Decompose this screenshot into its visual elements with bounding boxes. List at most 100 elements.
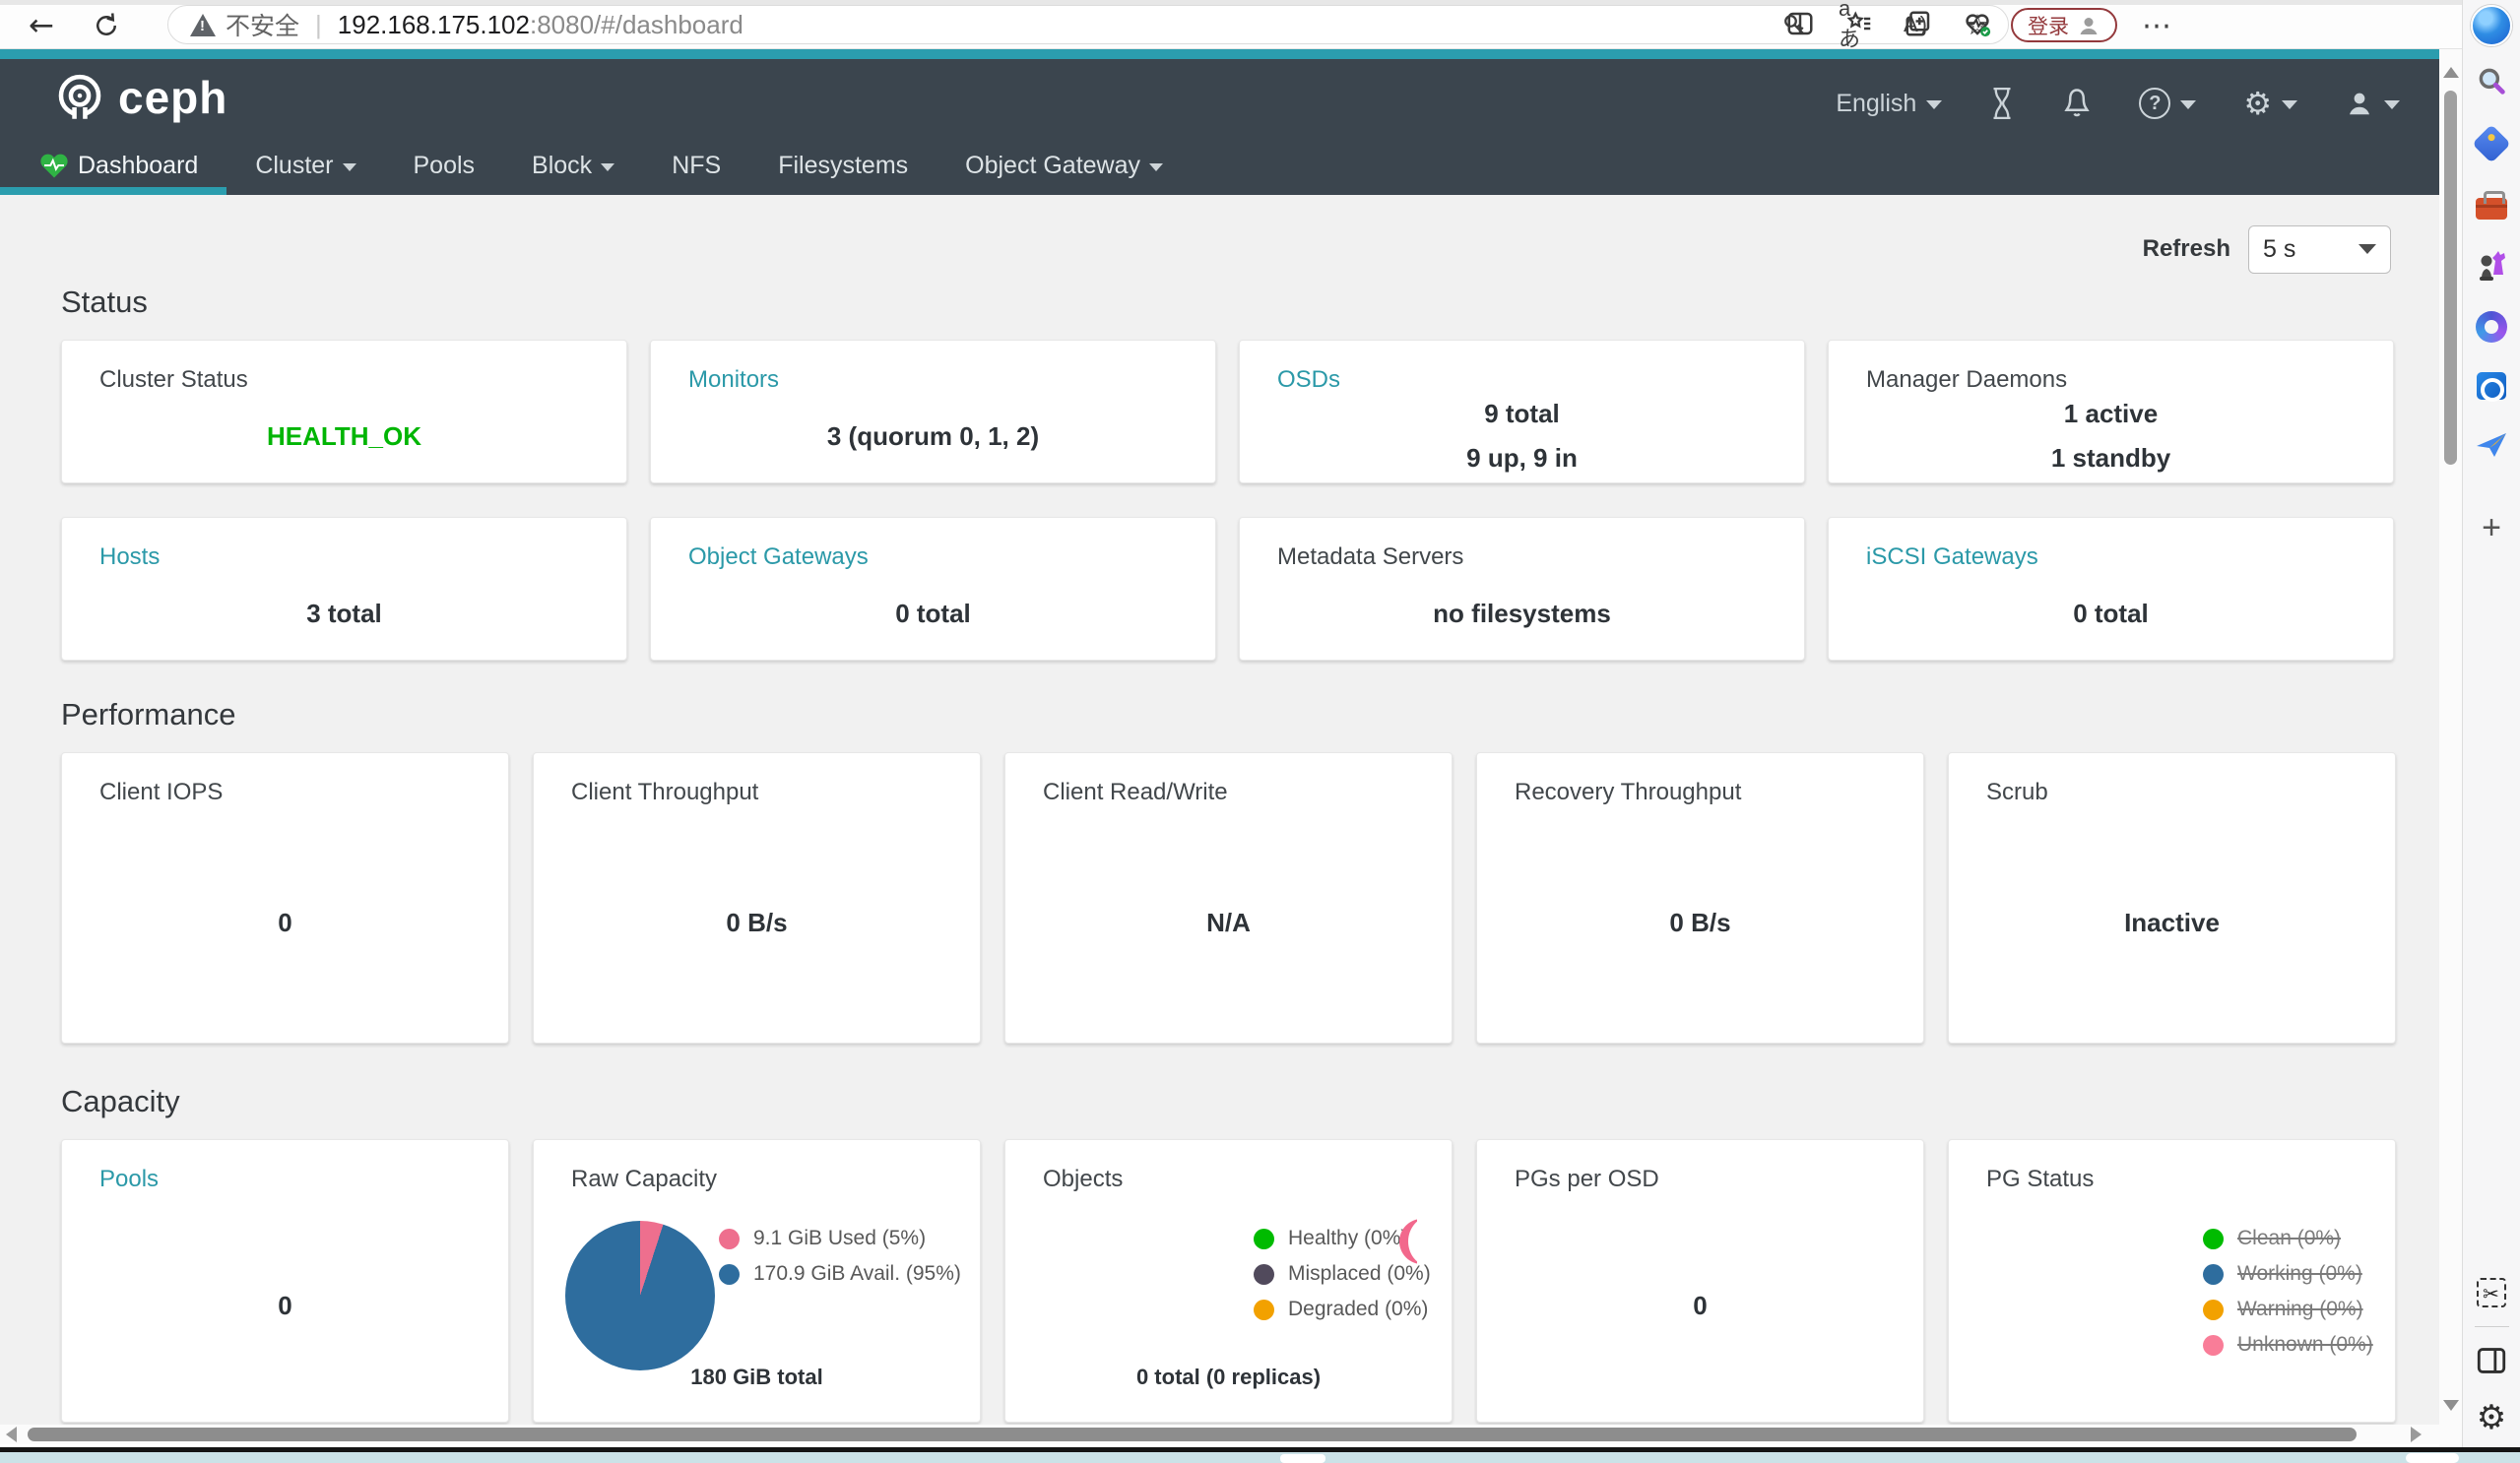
legend-dot-icon xyxy=(1254,1299,1274,1320)
raw-capacity-card: Raw Capacity 9.1 GiB Used (5%) 170.9 GiB… xyxy=(533,1139,981,1423)
tasks-hourglass-button[interactable] xyxy=(1989,87,2015,120)
outlook-icon[interactable] xyxy=(2472,366,2511,406)
toolbox-icon[interactable] xyxy=(2472,185,2511,224)
legend-item-clean[interactable]: Clean (0%) xyxy=(2203,1227,2373,1250)
legend-item-warning[interactable]: Warning (0%) xyxy=(2203,1298,2373,1321)
osds-card: OSDs 9 total 9 up, 9 in xyxy=(1239,340,1805,483)
back-button[interactable] xyxy=(22,7,61,44)
legend-item-used[interactable]: 9.1 GiB Used (5%) xyxy=(719,1227,961,1250)
hosts-link[interactable]: Hosts xyxy=(99,543,161,570)
legend-label: 170.9 GiB Avail. (95%) xyxy=(753,1262,961,1285)
nav-nfs[interactable]: NFS xyxy=(643,136,749,195)
url-path: :8080/#/dashboard xyxy=(529,9,743,39)
vertical-scrollbar[interactable] xyxy=(2439,49,2462,1447)
browser-essentials-icon[interactable] xyxy=(1961,7,1994,40)
nav-dashboard[interactable]: Dashboard xyxy=(0,136,227,195)
recovery-throughput-card: Recovery Throughput 0 B/s xyxy=(1476,752,1924,1044)
legend-dot-icon xyxy=(719,1263,740,1285)
nav-pools[interactable]: Pools xyxy=(385,136,504,195)
taskbar-item xyxy=(1280,1454,1325,1463)
nav-block[interactable]: Block xyxy=(503,136,643,195)
osds-link[interactable]: OSDs xyxy=(1277,366,1341,393)
mgr-active: 1 active xyxy=(2063,399,2159,428)
iscsi-gateways-link[interactable]: iSCSI Gateways xyxy=(1866,543,2038,570)
favorites-bar-icon[interactable] xyxy=(1842,7,1876,40)
object-gateways-value: 0 total xyxy=(895,598,971,628)
site-warning-icon[interactable] xyxy=(190,13,216,36)
copilot-icon[interactable] xyxy=(2471,5,2512,46)
nav-filesystems[interactable]: Filesystems xyxy=(749,136,937,195)
legend-item-degraded[interactable]: Degraded (0%) xyxy=(1254,1298,1431,1321)
legend-label: 9.1 GiB Used (5%) xyxy=(753,1227,927,1249)
more-options-button[interactable] xyxy=(2137,7,2176,44)
web-capture-icon[interactable] xyxy=(2472,1273,2511,1312)
card-title: Client IOPS xyxy=(99,779,224,805)
scroll-left-arrow-icon[interactable] xyxy=(6,1427,17,1442)
legend-item-avail[interactable]: 170.9 GiB Avail. (95%) xyxy=(719,1262,961,1286)
monitors-value: 3 (quorum 0, 1, 2) xyxy=(826,420,1040,451)
legend-label: Working (0%) xyxy=(2237,1262,2362,1285)
help-dropdown[interactable] xyxy=(2139,88,2197,119)
collections-icon[interactable] xyxy=(1902,7,1935,40)
ceph-brand[interactable]: ceph xyxy=(51,69,227,126)
health-status-value: HEALTH_OK xyxy=(267,420,421,451)
object-gateways-link[interactable]: Object Gateways xyxy=(688,543,869,570)
refresh-interval-select[interactable]: 5 s xyxy=(2248,224,2391,274)
language-dropdown[interactable]: English xyxy=(1836,90,1943,118)
manager-daemons-card: Manager Daemons 1 active 1 standby xyxy=(1828,340,2394,483)
monitors-link[interactable]: Monitors xyxy=(688,366,780,393)
address-bar[interactable]: 不安全 | 192.168.175.102 :8080/#/dashboard xyxy=(167,5,2009,44)
vertical-scrollbar-thumb[interactable] xyxy=(2444,91,2457,465)
monitors-card: Monitors 3 (quorum 0, 1, 2) xyxy=(650,340,1216,483)
chevron-down-icon xyxy=(342,162,356,171)
dashboard-settings-dropdown[interactable] xyxy=(2243,85,2297,122)
notifications-button[interactable] xyxy=(2062,88,2092,119)
window-bottom-border xyxy=(0,1447,2520,1452)
legend-item-healthy[interactable]: Healthy (0%) xyxy=(1254,1227,1431,1250)
side-pane-icon[interactable] xyxy=(2472,1341,2511,1380)
client-read-write-value: N/A xyxy=(1206,907,1251,937)
scroll-right-arrow-icon[interactable] xyxy=(2411,1427,2422,1442)
nav-object-gateway[interactable]: Object Gateway xyxy=(937,136,1192,195)
card-title: Cluster Status xyxy=(99,366,248,393)
legend-label: Misplaced (0%) xyxy=(1288,1262,1431,1285)
scroll-up-arrow-icon[interactable] xyxy=(2443,67,2459,78)
legend-item-misplaced[interactable]: Misplaced (0%) xyxy=(1254,1262,1431,1286)
chevron-down-icon xyxy=(601,162,615,171)
horizontal-scrollbar[interactable] xyxy=(0,1425,2439,1444)
metadata-servers-value: no filesystems xyxy=(1433,598,1611,628)
games-icon[interactable] xyxy=(2472,246,2511,286)
main-nav: Dashboard Cluster Pools Block NFS Filesy… xyxy=(0,136,2439,195)
page-top-accent xyxy=(0,49,2439,59)
nav-label: Object Gateway xyxy=(965,151,1141,179)
card-title: Objects xyxy=(1043,1166,1124,1192)
chevron-down-icon xyxy=(2282,100,2297,109)
capacity-section-heading: Capacity xyxy=(61,1084,180,1118)
add-sidebar-item-icon[interactable] xyxy=(2472,508,2511,547)
card-title: Recovery Throughput xyxy=(1515,779,1742,805)
page-viewport: ceph English xyxy=(0,49,2462,1447)
user-dropdown[interactable] xyxy=(2345,89,2400,118)
pgs-per-osd-value: 0 xyxy=(1693,1290,1708,1320)
scroll-down-arrow-icon[interactable] xyxy=(2443,1400,2459,1411)
signin-button[interactable]: 登录 xyxy=(2011,8,2117,42)
legend-item-unknown[interactable]: Unknown (0%) xyxy=(2203,1333,2373,1357)
horizontal-scrollbar-thumb[interactable] xyxy=(28,1428,2357,1441)
search-icon[interactable] xyxy=(2472,61,2511,100)
nav-cluster[interactable]: Cluster xyxy=(226,136,384,195)
card-title: Manager Daemons xyxy=(1866,366,2068,393)
pools-link[interactable]: Pools xyxy=(99,1166,160,1192)
refresh-button[interactable] xyxy=(87,7,126,44)
card-title: PGs per OSD xyxy=(1515,1166,1659,1192)
legend-item-working[interactable]: Working (0%) xyxy=(2203,1262,2373,1286)
microsoft-365-icon[interactable] xyxy=(2472,307,2511,347)
scrub-card: Scrub Inactive xyxy=(1948,752,2396,1044)
chevron-down-icon xyxy=(2358,244,2376,254)
split-screen-icon[interactable] xyxy=(1783,7,1817,40)
drop-icon[interactable] xyxy=(2472,425,2511,465)
pools-card: Pools 0 xyxy=(61,1139,509,1423)
shopping-icon[interactable] xyxy=(2472,124,2511,163)
settings-icon[interactable] xyxy=(2472,1398,2511,1437)
raw-capacity-pie-chart xyxy=(565,1221,715,1370)
